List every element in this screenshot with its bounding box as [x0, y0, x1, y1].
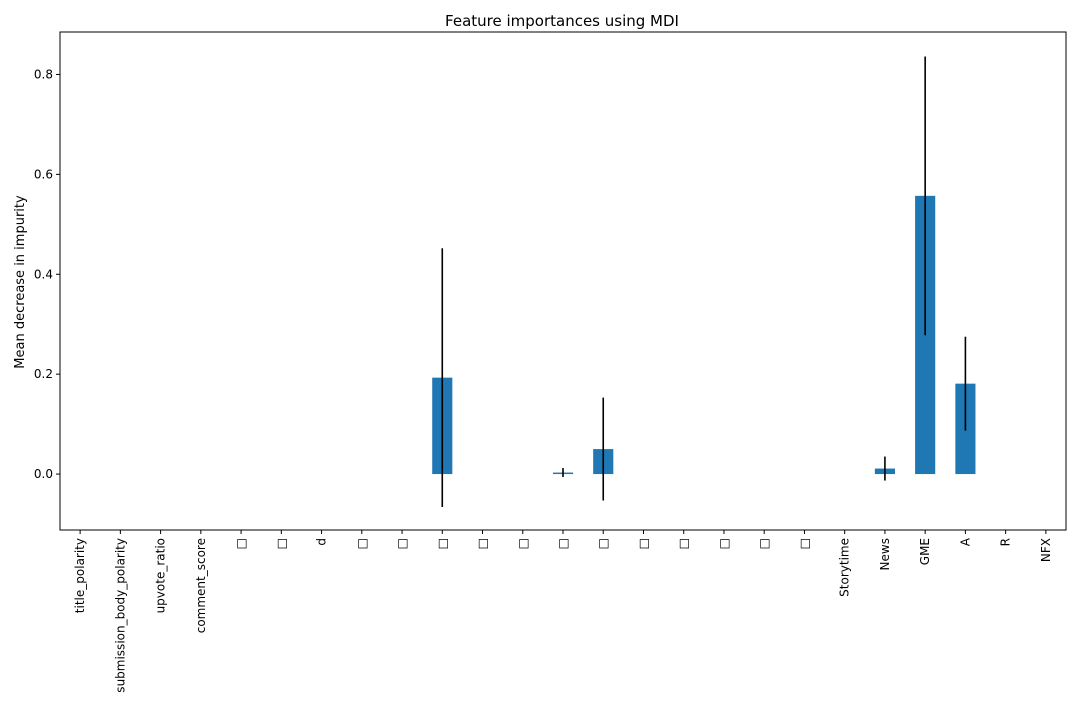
- x-tick-label: □: [234, 538, 248, 549]
- x-tick-label: submission_body_polarity: [113, 538, 127, 693]
- x-tick-label: □: [274, 538, 288, 549]
- x-tick-label: d: [315, 538, 329, 546]
- y-axis: 0.0 0.2 0.4 0.6 0.8: [34, 67, 60, 481]
- x-tick-label: □: [355, 538, 369, 549]
- plot-area-frame: [59, 31, 1067, 531]
- x-tick-label: □: [677, 538, 691, 549]
- x-tick-label: □: [516, 538, 530, 549]
- x-tick-label: NFX: [1039, 538, 1053, 562]
- y-tick-label: 0.0: [34, 467, 53, 481]
- x-axis: title_polarity submission_body_polarity up…: [73, 530, 1053, 693]
- x-tick-label: upvote_ratio: [154, 538, 168, 613]
- x-tick-label: GME: [918, 538, 932, 565]
- y-tick-label: 0.4: [34, 267, 53, 281]
- bars-group: [432, 195, 976, 475]
- x-tick-label: □: [757, 538, 771, 549]
- y-tick-label: 0.6: [34, 167, 53, 181]
- x-tick-label: □: [395, 538, 409, 549]
- x-tick-label: □: [476, 538, 490, 549]
- x-tick-label: Storytime: [838, 538, 852, 597]
- y-tick-label: 0.8: [34, 67, 53, 81]
- x-tick-label: comment_score: [194, 538, 208, 633]
- x-tick-label: A: [958, 537, 972, 546]
- x-tick-label: □: [596, 538, 610, 549]
- y-tick-label: 0.2: [34, 367, 53, 381]
- x-tick-label: □: [636, 538, 650, 549]
- x-tick-label: News: [878, 538, 892, 570]
- x-tick-label: □: [556, 538, 570, 549]
- error-bars-group: [441, 56, 967, 508]
- x-tick-label: □: [797, 538, 811, 549]
- x-tick-label: □: [435, 538, 449, 549]
- x-tick-label: R: [999, 538, 1013, 546]
- chart-title: Feature importances using MDI: [445, 12, 679, 30]
- x-tick-label: title_polarity: [73, 538, 87, 613]
- x-tick-label: □: [717, 538, 731, 549]
- y-axis-label: Mean decrease in impurity: [13, 195, 28, 369]
